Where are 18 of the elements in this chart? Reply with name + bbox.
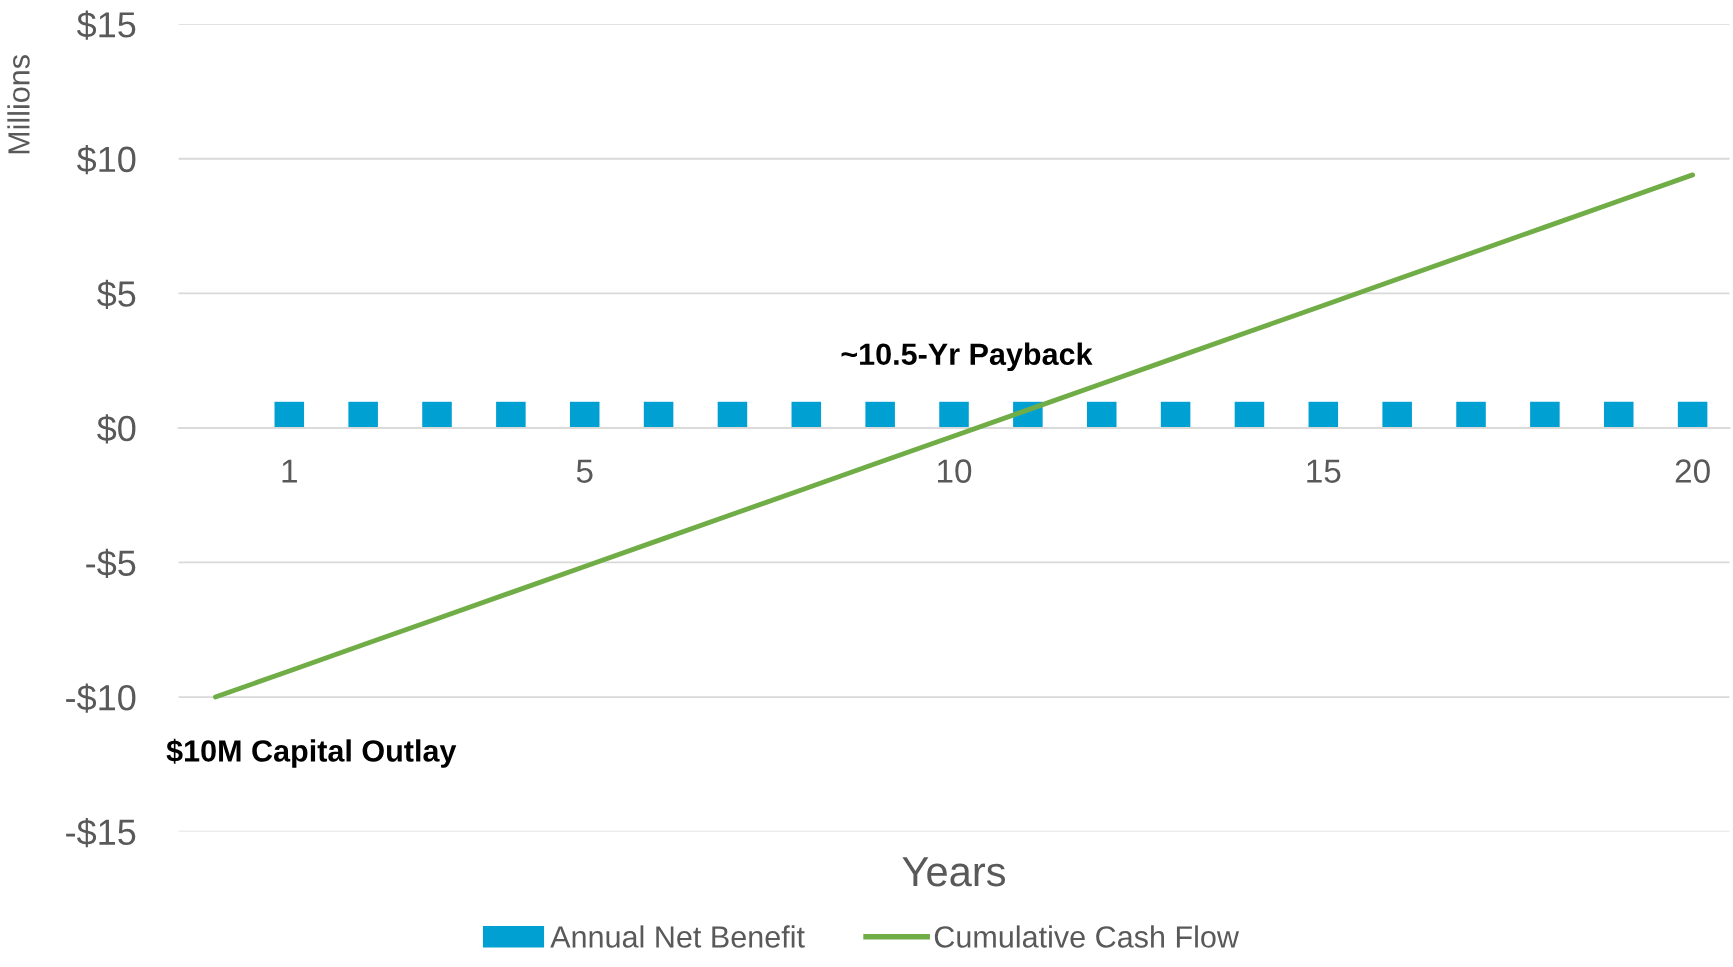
- x-tick-label: 1: [282, 459, 297, 483]
- y-tick-label: $10: [76, 145, 136, 175]
- x-axis-title: Years: [902, 857, 1006, 887]
- legend-label: Cumulative Cash Flow: [934, 925, 1240, 948]
- y-tick-label: -$5: [86, 548, 136, 579]
- legend-label: Annual Net Benefit: [550, 925, 805, 948]
- y-tick-label: -$15: [66, 817, 136, 848]
- y-axis-title: Millions: [7, 55, 30, 154]
- y-tick-label: -$10: [66, 683, 136, 713]
- x-tick-label: 20: [1675, 459, 1710, 483]
- y-tick-label: $5: [97, 279, 136, 309]
- annotation: $10M Capital Outlay: [166, 738, 457, 768]
- y-tick-label: $15: [76, 10, 136, 40]
- x-tick-label: 5: [576, 459, 593, 483]
- annotation: ~10.5-Yr Payback: [841, 342, 1093, 372]
- x-tick-label: 10: [938, 459, 972, 483]
- y-tick-label: $0: [97, 414, 136, 444]
- x-tick-label: 15: [1307, 459, 1341, 483]
